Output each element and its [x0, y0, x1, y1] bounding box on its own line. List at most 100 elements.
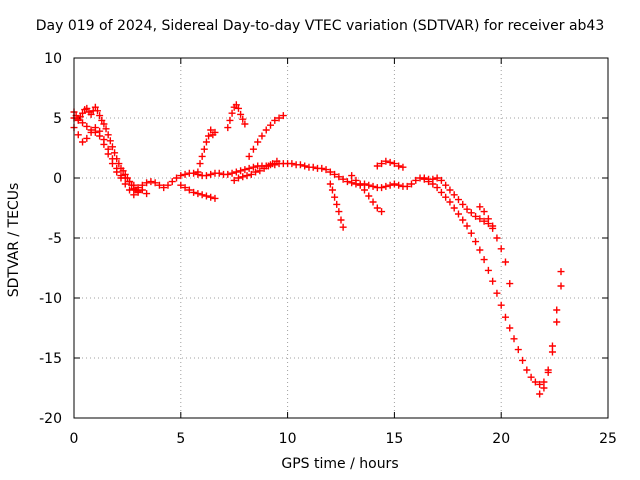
- x-tick-label: 25: [599, 431, 617, 447]
- data-point: [96, 127, 104, 135]
- data-point: [207, 126, 215, 134]
- chart-title: Day 019 of 2024, Sidereal Day-to-day VTE…: [35, 18, 605, 34]
- data-point: [224, 170, 232, 178]
- data-point: [506, 280, 514, 288]
- data-point: [480, 217, 488, 225]
- data-point: [480, 256, 488, 264]
- data-point: [87, 110, 95, 118]
- data-point: [493, 289, 501, 297]
- data-point: [373, 204, 381, 212]
- x-tick-label: 5: [176, 431, 185, 447]
- data-point: [279, 112, 287, 120]
- data-point: [352, 176, 360, 184]
- data-point: [271, 116, 279, 124]
- data-point: [318, 164, 326, 172]
- data-point: [514, 346, 522, 354]
- data-point: [226, 116, 234, 124]
- data-point: [390, 180, 398, 188]
- data-point: [79, 138, 87, 146]
- data-point: [164, 181, 172, 189]
- tick-labels: 0 5 10 15 20 25 10 5 0 -5 -10 -15 -20: [39, 51, 617, 447]
- data-point: [241, 120, 249, 128]
- data-point: [104, 131, 112, 139]
- data-point: [348, 172, 356, 180]
- data-point: [335, 208, 343, 216]
- data-point: [437, 176, 445, 184]
- y-tick-label: -20: [39, 411, 62, 427]
- data-point: [420, 174, 428, 182]
- data-point: [126, 178, 134, 186]
- data-point: [211, 128, 219, 136]
- data-point: [433, 174, 441, 182]
- data-point: [378, 208, 386, 216]
- data-point: [386, 181, 394, 189]
- data-point: [459, 200, 467, 208]
- data-point: [437, 188, 445, 196]
- data-point: [553, 306, 561, 314]
- data-point: [412, 176, 420, 184]
- data-point: [134, 188, 142, 196]
- data-point: [211, 194, 219, 202]
- data-point: [143, 179, 151, 187]
- data-point: [557, 282, 565, 290]
- x-tick-label: 0: [70, 431, 79, 447]
- data-point: [205, 132, 213, 140]
- data-point: [510, 335, 518, 343]
- data-point: [331, 193, 339, 201]
- data-point: [484, 215, 492, 223]
- data-point: [98, 116, 106, 124]
- data-point: [232, 168, 240, 176]
- data-point: [557, 268, 565, 276]
- data-point: [207, 193, 215, 201]
- data-point: [489, 224, 497, 232]
- data-point: [489, 277, 497, 285]
- data-point: [147, 178, 155, 186]
- data-point: [339, 223, 347, 231]
- data-point: [254, 138, 262, 146]
- data-point: [395, 162, 403, 170]
- data-point: [128, 181, 136, 189]
- data-point: [264, 162, 272, 170]
- data-point: [111, 149, 119, 157]
- data-point: [553, 318, 561, 326]
- data-point: [339, 175, 347, 183]
- data-point: [190, 169, 198, 177]
- data-point: [519, 356, 527, 364]
- data-point: [91, 103, 99, 111]
- data-point: [531, 378, 539, 386]
- data-point: [433, 184, 441, 192]
- data-point: [446, 198, 454, 206]
- data-point: [442, 193, 450, 201]
- y-axis-label: SDTVAR / TECUs: [6, 182, 22, 298]
- data-point: [267, 121, 275, 129]
- data-point: [536, 380, 544, 388]
- data-point: [241, 166, 249, 174]
- data-point: [239, 115, 247, 123]
- data-point: [369, 198, 377, 206]
- data-point: [177, 181, 185, 189]
- data-point: [117, 174, 125, 182]
- data-point: [343, 178, 351, 186]
- data-point: [123, 174, 131, 182]
- data-point: [548, 342, 556, 350]
- data-point: [200, 145, 208, 153]
- data-point: [243, 172, 251, 180]
- data-point: [262, 126, 270, 134]
- y-tick-label: 0: [53, 171, 62, 187]
- data-point: [173, 174, 181, 182]
- data-point: [378, 184, 386, 192]
- data-point: [322, 166, 330, 174]
- data-point: [326, 180, 334, 188]
- plot-frame: [73, 57, 609, 419]
- data-point: [202, 138, 210, 146]
- data-point: [301, 162, 309, 170]
- data-point: [527, 373, 535, 381]
- data-point: [151, 179, 159, 187]
- data-point: [395, 181, 403, 189]
- data-point: [476, 203, 484, 211]
- data-point: [360, 186, 368, 194]
- data-point: [540, 384, 548, 392]
- data-point: [83, 104, 91, 112]
- data-point: [190, 188, 198, 196]
- data-point: [429, 175, 437, 183]
